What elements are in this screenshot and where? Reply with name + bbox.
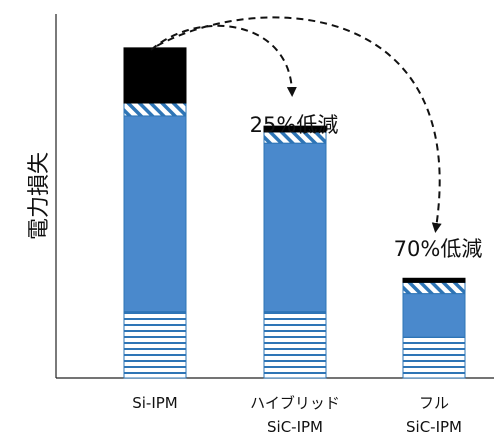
category-label-2-0: フル: [419, 394, 449, 412]
bar-segment-2-0: [402, 336, 466, 379]
category-labels: Si-IPM ハイブリッド SiC-IPM フル SiC-IPM: [132, 394, 462, 436]
category-label-1-1: SiC-IPM: [267, 418, 323, 436]
annotations: 25%低減 70%低減: [150, 16, 483, 261]
bar-segment-0-0: [123, 311, 187, 379]
category-label-2-1: SiC-IPM: [406, 418, 462, 436]
bar-segment-1-3: [263, 125, 327, 133]
bar-segment-2-2: [402, 281, 466, 295]
annotation-arrow-0: [150, 24, 297, 97]
bar-segment-0-3: [123, 47, 187, 104]
bar-segment-0-1: [123, 115, 187, 313]
annotation-label-1: 70%低減: [394, 237, 483, 261]
bar-segment-1-1: [263, 142, 327, 313]
bars-group: [123, 47, 466, 379]
annotation-label-0: 25%低減: [250, 113, 339, 137]
bar-segment-2-3: [402, 277, 466, 283]
y-axis-label: 電力損失: [27, 152, 52, 240]
category-label-0-0: Si-IPM: [132, 394, 178, 412]
category-label-1-0: ハイブリッド: [250, 394, 340, 412]
bar-segment-0-2: [123, 102, 187, 117]
bar-segment-2-1: [402, 293, 466, 338]
bar-segment-1-0: [263, 311, 327, 379]
annotation-arrow-1: [156, 16, 442, 233]
